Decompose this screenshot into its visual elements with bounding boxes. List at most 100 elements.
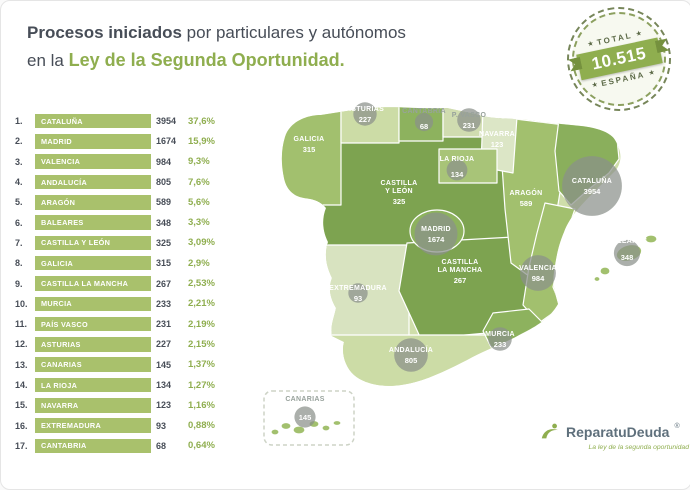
rank-number: 1.	[15, 116, 23, 127]
map-region-value: 315	[303, 145, 316, 154]
map-region-value: 93	[354, 294, 362, 303]
region-percent: 3,3%	[188, 217, 210, 229]
map-region-name: BALEARES	[607, 238, 648, 245]
map-region-name: MADRID	[421, 226, 451, 233]
map-region-name: GALICIA	[294, 136, 325, 143]
spain-map: GALICIA 315 ASTURIAS 227 CANTABRIA 68 P. VASCO…	[263, 102, 658, 446]
value-bubble-extremadura	[348, 283, 368, 303]
map-point-cantabria: CANTABRIA 68	[402, 108, 446, 132]
value-bubble-la-rioja	[446, 159, 468, 181]
rank-number: 14.	[15, 380, 28, 390]
region-percent: 2,15%	[188, 338, 215, 350]
ranking-row: 8. GALICIA 315 2,9%	[15, 253, 265, 273]
region-value: 1674	[156, 136, 177, 147]
rank-number: 6.	[15, 217, 23, 228]
logo-name: ReparatuDeuda	[566, 424, 670, 440]
rank-number: 15.	[15, 400, 28, 411]
region-name: CANTABRIA	[41, 441, 87, 451]
region-name: ANDALUCÍA	[41, 177, 88, 187]
region-value: 267	[156, 278, 172, 289]
region-name: ARAGÓN	[41, 197, 76, 207]
map-region-value: 145	[299, 413, 312, 422]
region-value: 145	[156, 359, 172, 370]
map-container: GALICIA 315 ASTURIAS 227 CANTABRIA 68 P. VASCO…	[261, 91, 689, 451]
region-bar: VALENCIA	[35, 154, 151, 169]
map-region-name: Y LEÓN	[385, 186, 413, 195]
canary-island	[321, 424, 331, 432]
region-percent: 1,16%	[188, 399, 215, 411]
region-percent: 3,09%	[188, 237, 215, 249]
rank-number: 17.	[15, 440, 28, 451]
map-points-layer: GALICIA 315 ASTURIAS 227 CANTABRIA 68 P. VASCO…	[285, 102, 648, 428]
region-bar: EXTREMADURA	[35, 418, 151, 433]
region-percent: 2,21%	[188, 298, 215, 310]
map-region-name: ASTURIAS	[346, 106, 384, 113]
region-percent: 2,53%	[188, 278, 215, 290]
map-region-value: 227	[359, 115, 372, 124]
rank-number: 9.	[15, 278, 23, 289]
region-name: ASTURIAS	[41, 339, 81, 349]
map-point-galicia: GALICIA 315	[294, 136, 325, 154]
ranking-row: 11. PAÍS VASCO 231 2,19%	[15, 314, 265, 334]
region-name: BALEARES	[41, 218, 84, 228]
region-value: 3954	[156, 116, 177, 127]
region-name: CASTILLA LA MANCHA	[41, 279, 129, 289]
canary-island	[332, 419, 342, 427]
title-line-1: Procesos iniciados por particulares y au…	[27, 19, 406, 46]
value-bubble-asturias	[353, 102, 377, 126]
region-value: 589	[156, 197, 172, 208]
map-point-pais-vasco: P. VASCO 231	[452, 108, 486, 132]
rank-number: 10.	[15, 298, 28, 309]
ranking-row: 17. CANTABRIA 68 0,64%	[15, 436, 265, 456]
region-value: 315	[156, 258, 172, 269]
star-icon: ★	[635, 30, 643, 38]
reparatudeuda-logo-icon	[541, 423, 559, 439]
star-icon: ★	[587, 41, 594, 49]
map-region-value: 68	[420, 122, 428, 131]
registered-mark-icon: ®	[674, 423, 680, 430]
map-region-name: CASTILLA	[441, 259, 478, 266]
ranking-row: 10. MURCIA 233 2,21%	[15, 294, 265, 314]
ranking-row: 1. CATALUÑA 3954 37,6%	[15, 111, 265, 131]
map-region-value: 3954	[584, 187, 602, 196]
ranking-row: 3. VALENCIA 984 9,3%	[15, 152, 265, 172]
ranking-row: 4. ANDALUCÍA 805 7,6%	[15, 172, 265, 192]
region-percent: 15,9%	[188, 135, 215, 147]
region-bar: CASTILLA Y LEÓN	[35, 235, 151, 251]
ranking-list: 1. CATALUÑA 3954 37,6% 2. MADRID 1674 15,9% 3. VA…	[15, 111, 265, 456]
rank-number: 3.	[15, 156, 23, 167]
region-percent: 1,37%	[188, 359, 215, 371]
island-formentera	[593, 275, 601, 283]
title-highlight: Ley de la Segunda Oportunidad.	[68, 50, 345, 71]
island-ibiza	[599, 266, 611, 276]
star-icon: ★	[648, 70, 656, 77]
map-point-asturias: ASTURIAS 227	[346, 102, 384, 126]
rank-number: 5.	[15, 197, 23, 208]
ranking-row: 12. ASTURIAS 227 2,15%	[15, 334, 265, 354]
map-region-value: 231	[463, 121, 476, 130]
region-percent: 37,6%	[188, 115, 215, 127]
map-region-name: CANTABRIA	[402, 108, 446, 115]
region-percent: 2,9%	[188, 257, 210, 269]
region-percent: 0,64%	[188, 440, 215, 452]
ranking-row: 5. ARAGÓN 589 5,6%	[15, 192, 265, 212]
map-point-navarra: NAVARRA 123	[479, 131, 515, 149]
region-bar: CASTILLA LA MANCHA	[35, 276, 151, 291]
rank-number: 4.	[15, 177, 23, 188]
region-bar: MURCIA	[35, 296, 151, 312]
map-point-aragon: ARAGÓN 589	[510, 188, 543, 208]
region-value: 325	[156, 237, 172, 248]
map-region-value: 348	[621, 253, 634, 262]
map-point-extremadura: EXTREMADURA 93	[329, 283, 387, 303]
value-bubble-cataluna	[562, 156, 622, 216]
canary-island	[270, 428, 280, 436]
region-value: 227	[156, 339, 172, 350]
canary-island	[280, 421, 292, 431]
region-value: 984	[156, 156, 172, 167]
region-name: CASTILLA Y LEÓN	[41, 238, 111, 248]
ranking-row: 14. LA RIOJA 134 1,27%	[15, 375, 265, 395]
title-prefix: en la	[27, 51, 69, 71]
map-region-name: ANDALUCÍA	[389, 345, 433, 354]
